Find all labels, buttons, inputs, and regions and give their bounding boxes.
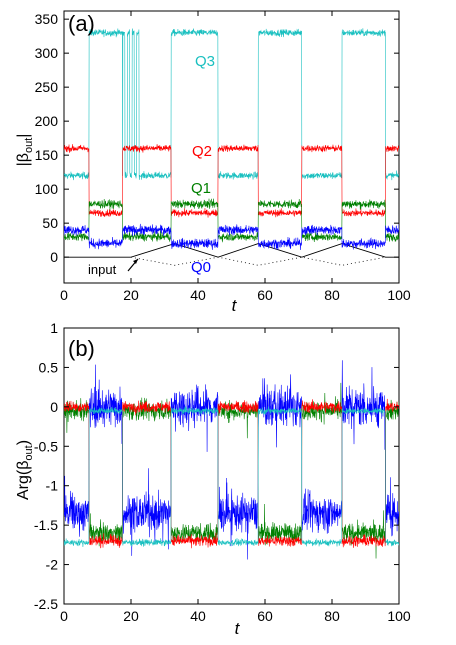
panel-a-label: (a) — [68, 11, 95, 36]
panel-a-series-line-3 — [64, 223, 399, 251]
panel-a-ytick-label-6: 300 — [35, 45, 59, 61]
panel-b-label: (b) — [68, 336, 95, 361]
svg-text:|βout|: |βout| — [15, 134, 35, 167]
panel-a-ticks: 0 20 40 60 80 100 0 50 100 150 200 250 300 350 — [35, 11, 411, 303]
panel-a-xtick-label-3: 60 — [257, 287, 273, 303]
input-annotation-label: input — [88, 262, 117, 277]
panel-a-ylabel-sub: out — [23, 138, 35, 153]
panel-a-ylabel: |βout| — [15, 134, 35, 167]
panel-a-ytick-label-0: 0 — [50, 249, 58, 265]
input-signal-dotted-line — [130, 256, 386, 266]
panel-a-xtick-label-1: 20 — [123, 287, 139, 303]
input-annotation-arrowhead — [133, 259, 138, 264]
panel-b-ytick-label-6: 0.5 — [39, 359, 59, 375]
panel-b-xtick-label-4: 80 — [324, 608, 340, 624]
series-label-q0: Q0 — [191, 259, 211, 276]
panel-b-ytick-label-4: -0.5 — [34, 438, 58, 454]
panel-a-xtick-label-5: 100 — [387, 287, 411, 303]
panel-a-series-group — [64, 28, 399, 266]
panel-b-series-line-3 — [64, 406, 399, 547]
panel-b: 0 20 40 60 80 100-2.5-2-1.5-1-0.500.51 (b) t … — [15, 320, 411, 638]
panel-a-series-clip — [64, 28, 399, 266]
panel-b-xtick-label-0: 0 — [60, 608, 68, 624]
panel-a-xlabel: t — [232, 296, 238, 315]
panel-b-ytick-label-5: 0 — [50, 399, 58, 415]
panel-a-xtick-label-4: 80 — [324, 287, 340, 303]
svg-text:Arg(βout): Arg(βout) — [15, 440, 35, 500]
panel-b-xtick-label-2: 40 — [190, 608, 206, 624]
panel-a-inline-labels: Q3 Q2 Q1 Q0 — [191, 53, 215, 276]
panel-a-ytick-label-3: 150 — [35, 147, 59, 163]
panel-a-ylabel-end: | — [15, 134, 32, 138]
series-label-q1: Q1 — [191, 180, 211, 197]
panel-b-ylabel-end: ) — [15, 440, 32, 445]
panel-b-xtick-label-5: 100 — [387, 608, 411, 624]
panel-a-xtick-label-2: 40 — [190, 287, 206, 303]
panel-b-ytick-label-2: -1.5 — [34, 517, 58, 533]
panel-a-xtick-label-0: 0 — [60, 287, 68, 303]
panel-b-series-clip — [64, 360, 399, 560]
panel-a-ytick-label-2: 100 — [35, 181, 59, 197]
panel-a-series-line-1 — [64, 144, 399, 218]
panel-b-series-line-1 — [64, 360, 399, 560]
panel-a-ytick-label-1: 50 — [42, 215, 58, 231]
panel-b-ylabel-sub: out — [23, 445, 35, 460]
series-label-q2: Q2 — [192, 143, 212, 160]
series-label-q3: Q3 — [195, 53, 215, 70]
panel-a-ytick-label-4: 200 — [35, 113, 59, 129]
panel-b-series-group — [64, 360, 399, 560]
panel-b-plot-frame — [63, 327, 400, 605]
panel-a-series-line-0 — [64, 28, 399, 181]
panel-a-ylabel-main: |β — [15, 153, 32, 166]
panel-b-xtick-label-3: 60 — [257, 608, 273, 624]
panel-a-ytick-label-5: 250 — [35, 79, 59, 95]
panel-b-ytick-label-0: -2.5 — [34, 596, 58, 612]
panel-b-ylabel-main: Arg(β — [15, 461, 32, 500]
panel-b-ylabel: Arg(βout) — [15, 440, 35, 500]
panel-b-ytick-label-1: -2 — [46, 557, 59, 573]
panel-b-ticks: 0 20 40 60 80 100 -2.5 -2 -1.5 -1 -0.5 0 0.5 1 — [34, 320, 411, 624]
panel-a-ytick-label-7: 350 — [35, 11, 59, 27]
panel-a-series-line-2 — [64, 198, 399, 243]
panel-b-xtick-label-1: 20 — [123, 608, 139, 624]
panel-b-xlabel: t — [235, 619, 241, 638]
panel-b-ytick-label-7: 1 — [50, 320, 58, 336]
panel-b-series-line-2 — [64, 398, 399, 549]
panel-b-ytick-label-3: -1 — [46, 478, 59, 494]
